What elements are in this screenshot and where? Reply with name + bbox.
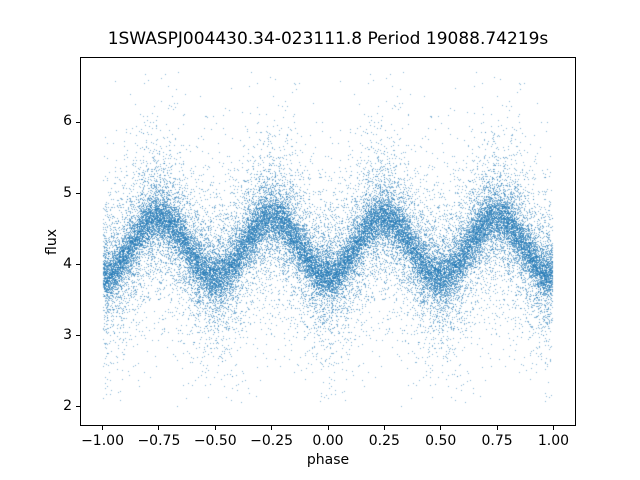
x-tick-mark (214, 426, 216, 430)
y-tick-mark (76, 264, 80, 266)
y-tick-mark (76, 406, 80, 408)
x-tick-label: 1.00 (537, 433, 570, 449)
x-tick-label: 0.25 (368, 433, 400, 449)
x-tick-mark (552, 426, 554, 430)
y-tick-label: 2 (63, 397, 72, 414)
y-tick-label: 4 (63, 255, 72, 272)
x-tick-mark (158, 426, 160, 430)
x-tick-label: −0.25 (250, 433, 294, 449)
x-tick-label: 0.50 (425, 433, 457, 449)
x-tick-label: −1.00 (81, 433, 124, 449)
y-tick-label: 6 (63, 113, 72, 130)
plot-area (80, 57, 576, 426)
x-tick-mark (327, 426, 329, 430)
y-tick-label: 5 (63, 184, 72, 201)
x-tick-mark (496, 426, 498, 430)
x-tick-label: −0.75 (137, 433, 181, 449)
x-tick-mark (102, 426, 104, 430)
x-tick-mark (383, 426, 385, 430)
x-tick-mark (271, 426, 273, 430)
y-tick-label: 3 (63, 326, 72, 343)
y-axis-label: flux (44, 229, 60, 255)
x-tick-label: 0.00 (312, 433, 344, 449)
y-tick-mark (76, 335, 80, 337)
y-tick-mark (76, 193, 80, 194)
x-tick-label: −0.50 (193, 433, 237, 449)
x-tick-mark (440, 426, 442, 430)
y-tick-mark (76, 121, 80, 123)
x-tick-label: 0.75 (481, 433, 513, 449)
x-axis-label: phase (306, 452, 350, 468)
scatter-points-canvas (81, 58, 575, 425)
chart-title: 1SWASPJ004430.34-023111.8 Period 19088.7… (107, 29, 549, 49)
